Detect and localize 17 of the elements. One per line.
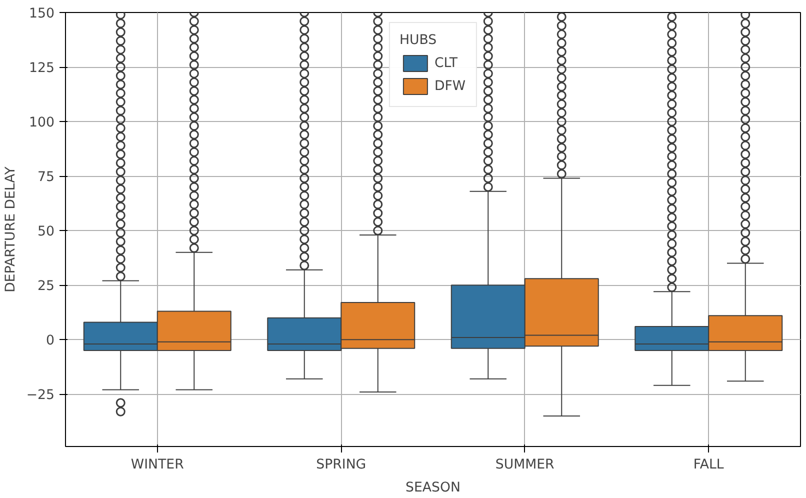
x-tick-label: SUMMER (495, 458, 554, 472)
legend-title: HUBS (399, 33, 438, 48)
x-axis-title: SEASON (406, 480, 460, 496)
x-tick-label: SPRING (316, 458, 366, 472)
y-tick-label: 150 (29, 6, 55, 22)
legend-label: CLT (434, 56, 458, 70)
y-axis-title: DEPARTURE DELAY (3, 166, 18, 292)
y-tick-label: 25 (38, 279, 55, 294)
y-tick-label: 50 (38, 224, 55, 240)
x-tick-label: WINTER (130, 458, 184, 472)
y-tick-label: 0 (46, 334, 55, 349)
y-tick-label: 125 (29, 61, 55, 76)
y-tick-label: −25 (26, 388, 55, 404)
legend-label: DFW (434, 78, 466, 94)
y-tick-label: 100 (29, 116, 55, 131)
x-tick-label: FALL (693, 458, 724, 472)
y-tick-label: 75 (38, 170, 55, 186)
